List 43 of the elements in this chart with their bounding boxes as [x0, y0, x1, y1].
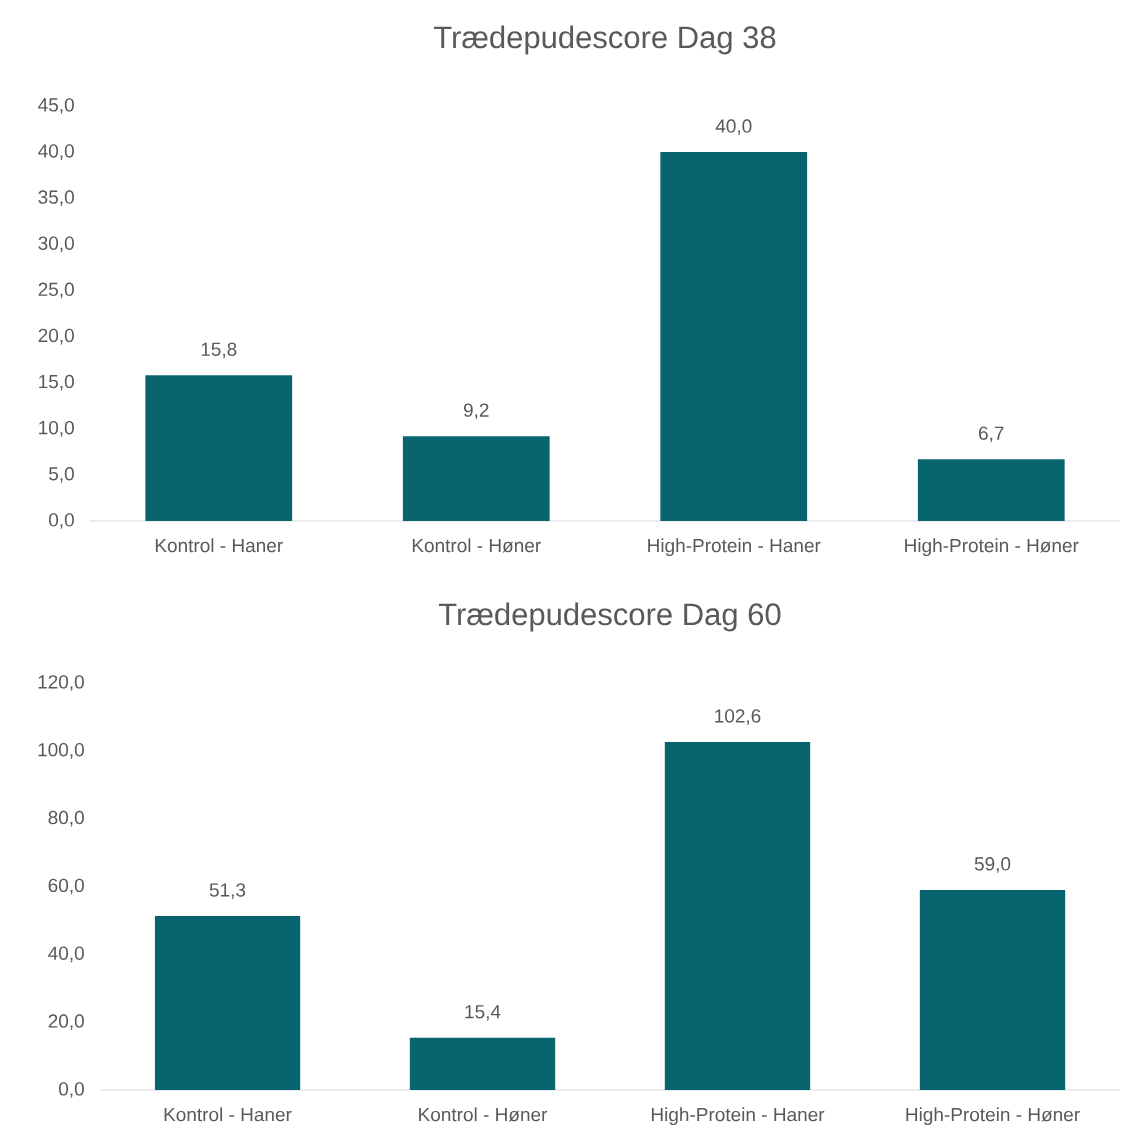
y-tick-label: 120,0 — [38, 675, 84, 691]
y-tick-label: 100,0 — [38, 742, 84, 759]
data-label: 15,8 — [201, 342, 237, 359]
y-tick-label: 30,0 — [38, 236, 74, 253]
y-tick-label: 0,0 — [59, 1082, 84, 1098]
x-tick-label: High-Protein - Høner — [905, 538, 1079, 557]
y-tick-label: 45,0 — [38, 98, 74, 114]
y-tick-label: 35,0 — [38, 190, 74, 207]
x-tick-label: Kontrol - Høner — [412, 538, 541, 553]
x-tick-label: Kontrol - Høner — [419, 1107, 548, 1122]
x-tick-label: Kontrol - Haner — [155, 538, 283, 553]
y-tick-label: 25,0 — [38, 282, 74, 299]
data-label: 9,2 — [463, 403, 489, 420]
bar — [409, 1037, 556, 1090]
y-tick-label: 80,0 — [48, 810, 84, 827]
y-tick-label: 20,0 — [38, 328, 74, 345]
x-tick-label: High-Protein - Haner — [648, 538, 821, 557]
y-tick-label: 10,0 — [39, 420, 74, 437]
data-label: 59,0 — [974, 857, 1011, 873]
bar — [660, 152, 808, 521]
bar — [402, 436, 550, 521]
y-tick-label: 40,0 — [38, 144, 74, 160]
y-tick-label: 0,0 — [49, 513, 74, 529]
bar — [145, 375, 293, 521]
bar — [919, 889, 1066, 1090]
bar — [917, 459, 1065, 521]
bar — [664, 742, 811, 1090]
data-label: 6,7 — [979, 426, 1004, 443]
chart-title: Trædepudescore Dag 38 — [433, 25, 776, 55]
y-tick-label: 40,0 — [48, 946, 84, 963]
y-tick-label: 15,0 — [39, 374, 74, 391]
data-label: 102,6 — [715, 709, 761, 725]
x-tick-label: High-Protein - Høner — [906, 1107, 1080, 1126]
y-tick-label: 60,0 — [48, 878, 84, 895]
y-tick-label: 5,0 — [49, 467, 74, 483]
data-label: 51,3 — [209, 883, 246, 899]
bar — [154, 916, 301, 1090]
chart-title: Trædepudescore Dag 60 — [438, 602, 781, 632]
y-tick-label: 20,0 — [48, 1014, 84, 1031]
data-label: 40,0 — [715, 119, 752, 136]
data-label: 15,4 — [465, 1005, 501, 1021]
x-tick-label: High-Protein - Haner — [651, 1107, 825, 1126]
x-tick-label: Kontrol - Haner — [164, 1107, 292, 1122]
